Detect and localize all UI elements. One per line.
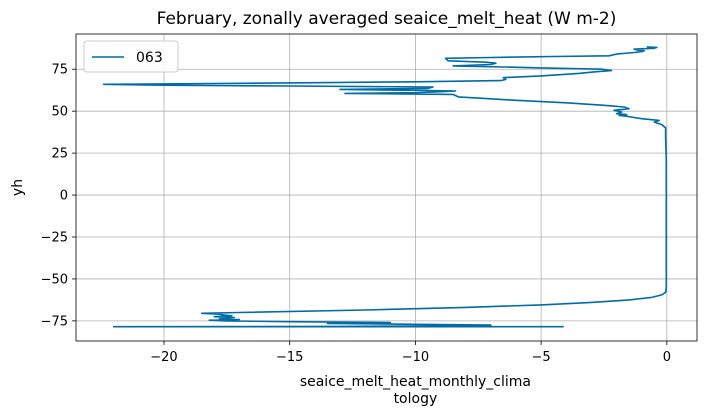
- y-tick-label: 0: [60, 189, 68, 204]
- x-tick-label: −10: [402, 350, 429, 365]
- y-axis-label: yh: [10, 179, 26, 196]
- chart-title: February, zonally averaged seaice_melt_h…: [157, 9, 617, 29]
- legend-label: 063: [136, 50, 163, 66]
- y-tick-label: −25: [41, 230, 68, 245]
- x-tick-label: −5: [532, 350, 551, 365]
- x-axis-label-line-2: tology: [394, 391, 438, 407]
- plot-frame: [75, 33, 698, 342]
- y-tick-label: 25: [51, 147, 68, 162]
- x-tick-label: −15: [276, 350, 303, 365]
- x-tick-label: −20: [150, 350, 177, 365]
- legend: 063: [83, 40, 179, 73]
- x-axis-label-line-1: seaice_melt_heat_monthly_clima: [300, 374, 531, 390]
- series-layer: [102, 46, 668, 328]
- x-tick-label: 0: [663, 350, 671, 365]
- y-tick-label: 50: [51, 105, 68, 120]
- y-tick-label: 75: [51, 63, 68, 78]
- grid: [76, 34, 697, 341]
- series-line-063: [102, 46, 668, 328]
- y-tick-label: −75: [41, 314, 68, 329]
- legend-box: [83, 40, 179, 73]
- y-tick-label: −50: [41, 272, 68, 287]
